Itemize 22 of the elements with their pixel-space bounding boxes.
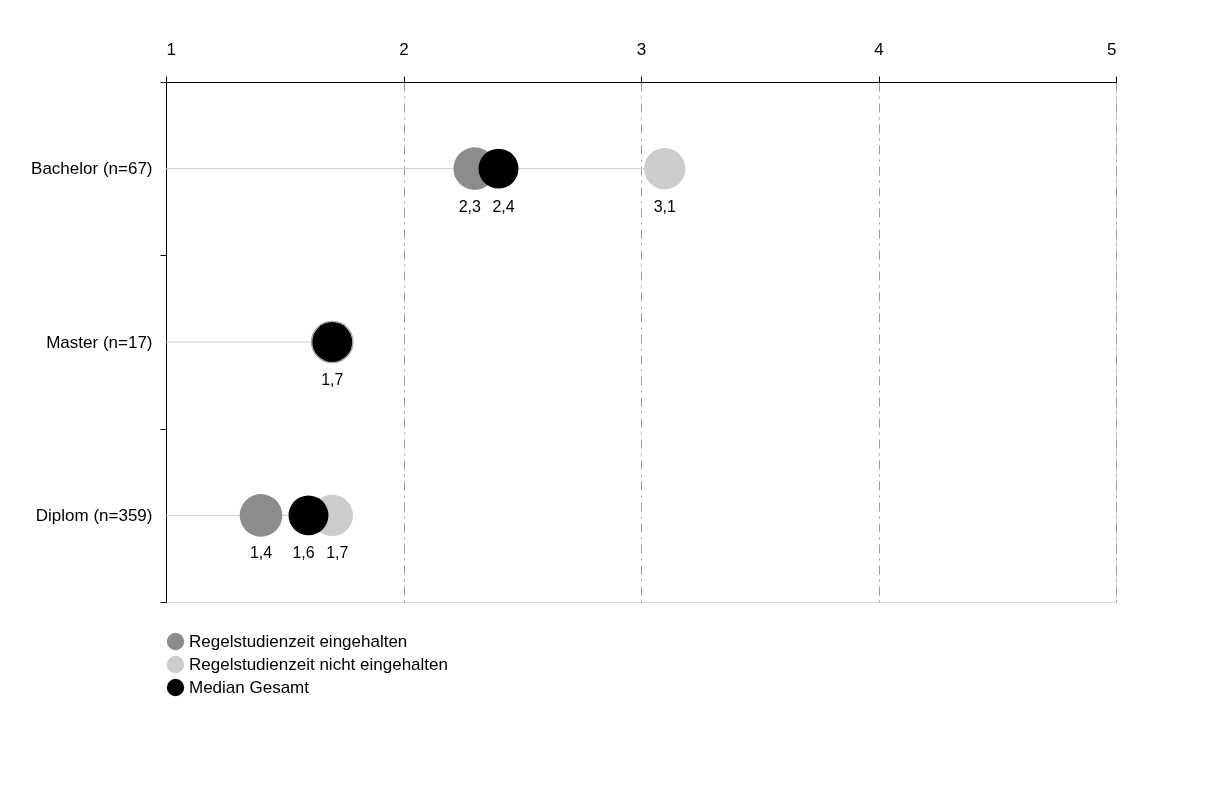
legend-label: Regelstudienzeit nicht eingehalten [189, 654, 448, 674]
x-tick-label: 2 [399, 39, 409, 59]
data-label: 2,3 [458, 197, 481, 215]
y-tick-label: Master (n=17) [46, 332, 153, 352]
data-label: 3,1 [653, 197, 676, 215]
point [478, 148, 519, 189]
legend-label: Median Gesamt [189, 677, 310, 697]
y-tick-label: Bachelor (n=67) [31, 159, 153, 179]
point [644, 148, 686, 190]
data-label: 1,7 [321, 371, 344, 388]
legend-label: Regelstudienzeit eingehalten [189, 631, 408, 651]
data-label: 1,4 [249, 544, 273, 562]
data-label: 1,6 [292, 544, 315, 562]
point [288, 495, 329, 536]
x-tick-label: 5 [1107, 39, 1117, 59]
x-tick-label: 4 [874, 39, 884, 59]
x-tick-label: 3 [636, 39, 647, 59]
point [239, 494, 283, 537]
data-label: 2,4 [492, 197, 515, 215]
data-label: 1,7 [326, 544, 349, 562]
x-tick-label: 1 [166, 39, 176, 59]
y-tick-label: Diplom (n=359) [35, 505, 153, 525]
